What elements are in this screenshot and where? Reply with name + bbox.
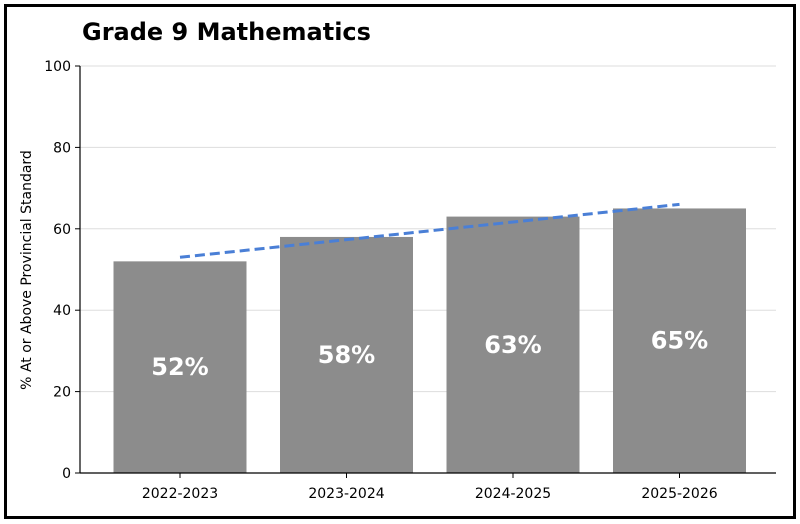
- bar-2022-2023: [113, 261, 247, 473]
- y-tick-label-100: 100: [44, 59, 71, 75]
- x-tick-label-2022-2023: 2022-2023: [142, 486, 218, 502]
- y-axis-label: % At or Above Provincial Standard: [19, 150, 35, 390]
- trendline: [179, 202, 680, 259]
- bars: 52% 58% 63% 65%: [113, 208, 746, 473]
- y-tick-label-60: 60: [53, 222, 71, 238]
- x-tick-label-2024-2025: 2024-2025: [475, 486, 551, 502]
- axes: [79, 66, 776, 474]
- y-tick-label-80: 80: [53, 140, 71, 156]
- y-tick-label-20: 20: [53, 385, 71, 401]
- bar-value-label-2023-2024: 58%: [318, 341, 375, 369]
- bar-2023-2024: [280, 236, 413, 473]
- bar-value-label-2022-2023: 52%: [151, 353, 208, 381]
- y-axis-ticks: 0 20 40 60 80 100: [44, 59, 80, 482]
- bar-2025-2026: [613, 208, 746, 473]
- x-tick-label-2025-2026: 2025-2026: [641, 486, 717, 502]
- bar-value-label-2025-2026: 65%: [651, 327, 708, 355]
- y-tick-label-0: 0: [62, 466, 71, 482]
- trendline-group: [179, 202, 680, 259]
- x-axis-ticks: 2022-2023 2023-2024 2024-2025 2025-2026: [142, 473, 718, 502]
- bar-2024-2025: [446, 216, 580, 473]
- y-tick-label-40: 40: [53, 303, 71, 319]
- bar-value-label-2024-2025: 63%: [484, 331, 541, 359]
- x-tick-label-2023-2024: 2023-2024: [308, 486, 384, 502]
- chart-title: Grade 9 Mathematics: [82, 18, 371, 46]
